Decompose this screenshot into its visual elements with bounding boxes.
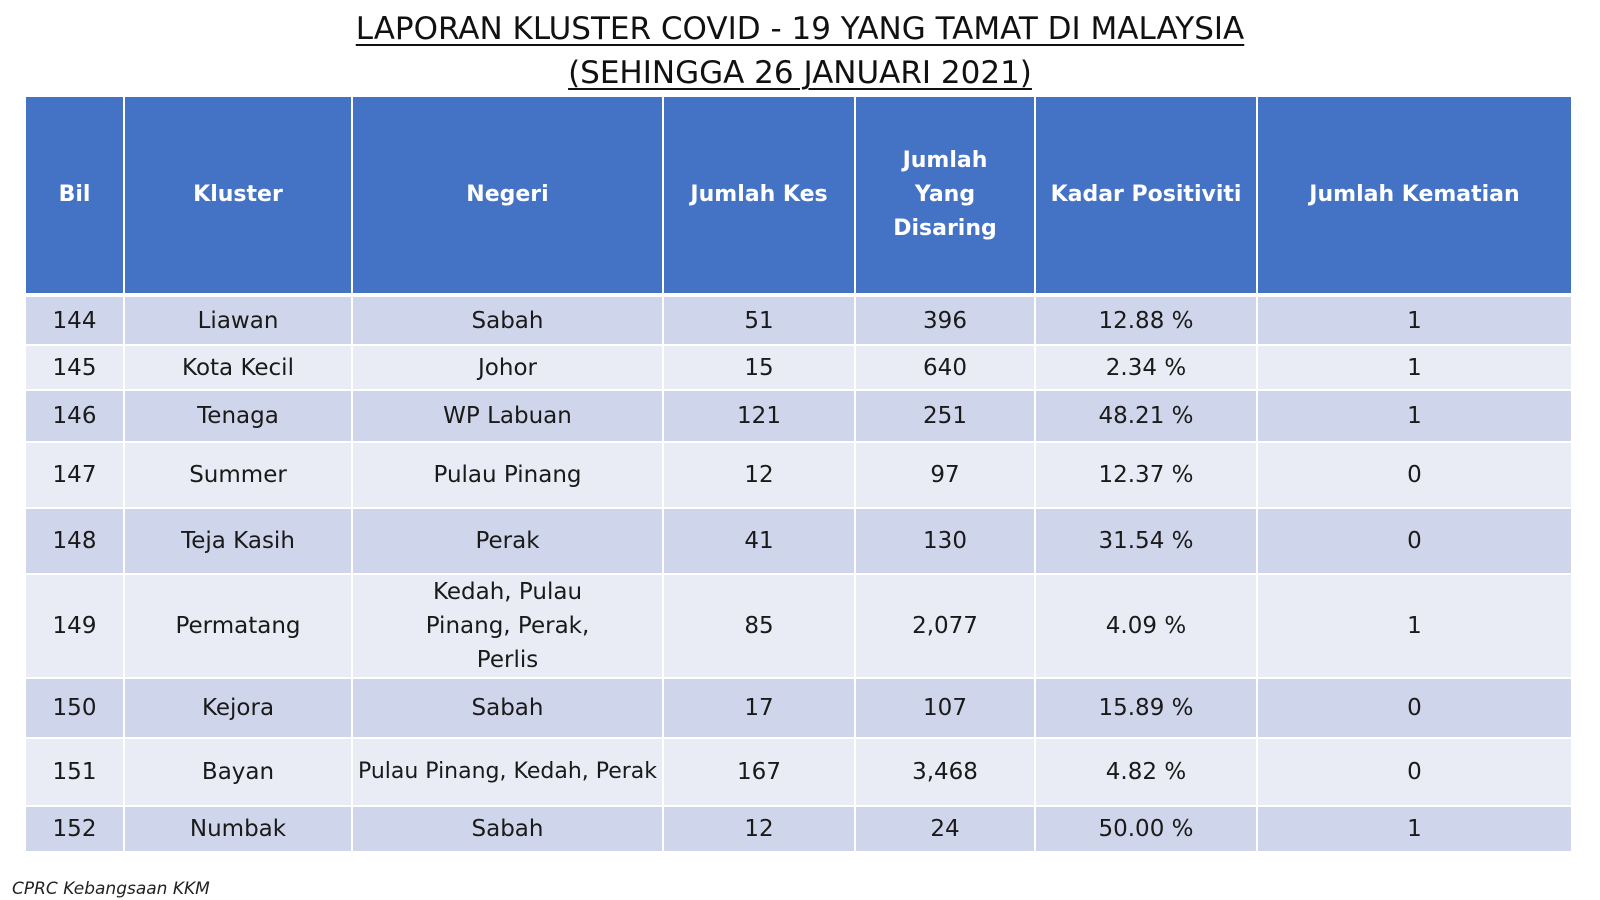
cell-kadar-positiviti: 4.82 % [1035,738,1258,807]
cell-jumlah-disaring: 24 [855,806,1036,853]
cell-kluster: Numbak [124,806,353,853]
cell-negeri: Sabah [352,678,664,739]
cell-bil: 144 [26,295,125,346]
cell-kadar-positiviti: 4.09 % [1035,574,1258,679]
cell-kluster: Kejora [124,678,353,739]
column-header-negeri: Negeri [352,97,664,297]
cell-jumlah-kematian: 1 [1257,574,1571,679]
cell-jumlah-disaring: 97 [855,442,1036,509]
table-row: 150 Kejora Sabah 17 107 15.89 % 0 [26,678,1571,739]
cell-kadar-positiviti: 12.88 % [1035,295,1258,346]
column-header-kadar-positiviti: Kadar Positiviti [1035,97,1258,297]
cell-jumlah-kematian: 0 [1257,508,1571,575]
table-row: 147 Summer Pulau Pinang 12 97 12.37 % 0 [26,442,1571,509]
report-title: LAPORAN KLUSTER COVID - 19 YANG TAMAT DI… [0,9,1600,49]
cell-bil: 149 [26,574,125,679]
cell-jumlah-disaring: 640 [855,345,1036,391]
cell-kadar-positiviti: 48.21 % [1035,390,1258,443]
cell-negeri: Sabah [352,295,664,346]
cell-jumlah-kes: 121 [663,390,856,443]
cell-kluster: Summer [124,442,353,509]
cell-kadar-positiviti: 31.54 % [1035,508,1258,575]
column-header-bil: Bil [26,97,125,297]
cell-kadar-positiviti: 50.00 % [1035,806,1258,853]
cell-jumlah-disaring: 396 [855,295,1036,346]
table-header: Bil Kluster Negeri Jumlah Kes Jumlah Yan… [26,97,1571,297]
table-body: 144 Liawan Sabah 51 396 12.88 % 1 145 Ko… [26,295,1571,853]
table-row: 151 Bayan Pulau Pinang, Kedah, Perak 167… [26,738,1571,807]
cell-negeri: Sabah [352,806,664,853]
cell-jumlah-kes: 51 [663,295,856,346]
cell-kluster: Tenaga [124,390,353,443]
cell-bil: 146 [26,390,125,443]
column-header-jumlah-kes: Jumlah Kes [663,97,856,297]
cell-jumlah-kes: 12 [663,442,856,509]
cell-kluster: Kota Kecil [124,345,353,391]
cell-bil: 148 [26,508,125,575]
cell-jumlah-kematian: 1 [1257,806,1571,853]
cell-jumlah-kes: 17 [663,678,856,739]
cell-kadar-positiviti: 12.37 % [1035,442,1258,509]
cell-kluster: Permatang [124,574,353,679]
cell-negeri: WP Labuan [352,390,664,443]
column-header-kluster: Kluster [124,97,353,297]
cell-bil: 151 [26,738,125,807]
column-header-jumlah-disaring: Jumlah Yang Disaring [855,97,1036,297]
cell-negeri: Perak [352,508,664,575]
cell-negeri: Pulau Pinang, Kedah, Perak [352,738,664,807]
cell-bil: 147 [26,442,125,509]
report-title-text: LAPORAN KLUSTER COVID - 19 YANG TAMAT DI… [355,11,1245,47]
cell-jumlah-disaring: 130 [855,508,1036,575]
cell-kadar-positiviti: 15.89 % [1035,678,1258,739]
cell-jumlah-kematian: 1 [1257,345,1571,391]
table-row: 149 Permatang Kedah, Pulau Pinang, Perak… [26,574,1571,679]
cell-kluster: Teja Kasih [124,508,353,575]
cell-kluster: Liawan [124,295,353,346]
table-row: 146 Tenaga WP Labuan 121 251 48.21 % 1 [26,390,1571,443]
table-row: 152 Numbak Sabah 12 24 50.00 % 1 [26,806,1571,853]
cell-jumlah-kematian: 1 [1257,390,1571,443]
cell-jumlah-disaring: 2,077 [855,574,1036,679]
cluster-table: Bil Kluster Negeri Jumlah Kes Jumlah Yan… [26,97,1571,853]
cell-negeri: Pulau Pinang [352,442,664,509]
table-header-row: Bil Kluster Negeri Jumlah Kes Jumlah Yan… [26,97,1571,297]
cell-jumlah-kematian: 1 [1257,295,1571,346]
cell-kluster: Bayan [124,738,353,807]
cell-bil: 150 [26,678,125,739]
cell-jumlah-kes: 41 [663,508,856,575]
report-subtitle: (SEHINGGA 26 JANUARI 2021) [0,53,1600,93]
cell-negeri: Kedah, Pulau Pinang, Perak, Perlis [352,574,664,679]
cell-bil: 152 [26,806,125,853]
report-subtitle-text: (SEHINGGA 26 JANUARI 2021) [568,55,1032,91]
cell-jumlah-kematian: 0 [1257,442,1571,509]
table-row: 144 Liawan Sabah 51 396 12.88 % 1 [26,295,1571,346]
table-row: 148 Teja Kasih Perak 41 130 31.54 % 0 [26,508,1571,575]
cell-jumlah-kes: 85 [663,574,856,679]
cell-jumlah-disaring: 107 [855,678,1036,739]
cell-jumlah-disaring: 251 [855,390,1036,443]
cell-jumlah-kematian: 0 [1257,738,1571,807]
table-row: 145 Kota Kecil Johor 15 640 2.34 % 1 [26,345,1571,391]
cell-jumlah-kes: 15 [663,345,856,391]
cell-jumlah-kes: 12 [663,806,856,853]
column-header-jumlah-kematian: Jumlah Kematian [1257,97,1571,297]
cell-jumlah-kes: 167 [663,738,856,807]
cell-bil: 145 [26,345,125,391]
cell-jumlah-disaring: 3,468 [855,738,1036,807]
source-credit: CPRC Kebangsaan KKM [12,879,210,899]
cell-negeri: Johor [352,345,664,391]
cell-kadar-positiviti: 2.34 % [1035,345,1258,391]
cell-jumlah-kematian: 0 [1257,678,1571,739]
